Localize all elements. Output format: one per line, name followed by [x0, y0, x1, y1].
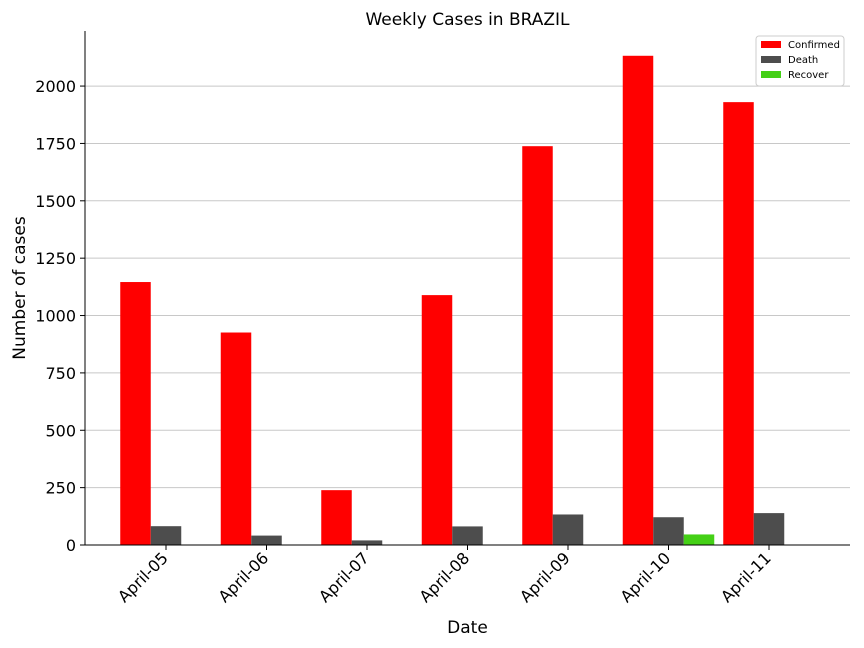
legend-swatch [761, 41, 781, 48]
bar-death-april-06 [251, 535, 282, 545]
x-tick-label: April-06 [215, 548, 273, 606]
grid-lines [85, 85, 850, 489]
x-axis-title: Date [447, 618, 488, 638]
legend-swatch [761, 71, 781, 78]
bar-death-april-08 [452, 526, 483, 545]
y-tick-label: 500 [45, 421, 76, 440]
y-tick-label: 0 [66, 536, 76, 555]
legend: Confirmed Death Recover [755, 35, 845, 87]
legend-label: Recover [788, 70, 829, 81]
y-tick-labels: 0 250 500 750 1000 1250 1500 1750 2000 [35, 77, 85, 555]
legend-label: Death [788, 55, 818, 66]
y-tick-label: 2000 [35, 77, 76, 96]
x-tick-label: April-08 [416, 548, 474, 606]
bar-confirmed-april-06 [220, 332, 252, 545]
bar-death-april-05 [150, 526, 182, 545]
x-tick-label: April-05 [114, 548, 172, 606]
bar-death-april-10 [653, 517, 684, 545]
bar-recover-april-10 [683, 534, 715, 545]
y-tick-label: 1500 [35, 192, 76, 211]
y-axis-title: Number of cases [10, 216, 30, 360]
bar-death-april-07 [351, 540, 383, 545]
legend-swatch [761, 56, 781, 63]
y-tick-label: 1250 [35, 249, 76, 268]
y-tick-label: 1000 [35, 307, 76, 326]
x-tick-label: April-07 [315, 548, 373, 606]
y-tick-label: 250 [45, 479, 76, 498]
bar-confirmed-april-08 [421, 295, 453, 545]
bar-death-april-11 [753, 513, 785, 545]
chart-title: Weekly Cases in BRAZIL [365, 10, 570, 30]
x-tick-label: April-10 [617, 548, 675, 606]
x-tick-label: April-11 [717, 548, 775, 606]
x-tick-label: April-09 [516, 548, 574, 606]
bar-confirmed-april-10 [622, 55, 654, 546]
y-tick-label: 1750 [35, 134, 76, 153]
bars [120, 55, 785, 546]
bar-confirmed-april-07 [321, 490, 352, 545]
legend-label: Confirmed [788, 40, 840, 51]
bar-death-april-09 [552, 514, 584, 545]
x-tick-labels: April-05 April-06 April-07 April-08 April-09… [114, 545, 775, 606]
bar-confirmed-april-11 [723, 102, 754, 546]
bar-confirmed-april-05 [120, 282, 151, 545]
y-tick-label: 750 [45, 364, 76, 383]
bar-confirmed-april-09 [522, 146, 553, 545]
